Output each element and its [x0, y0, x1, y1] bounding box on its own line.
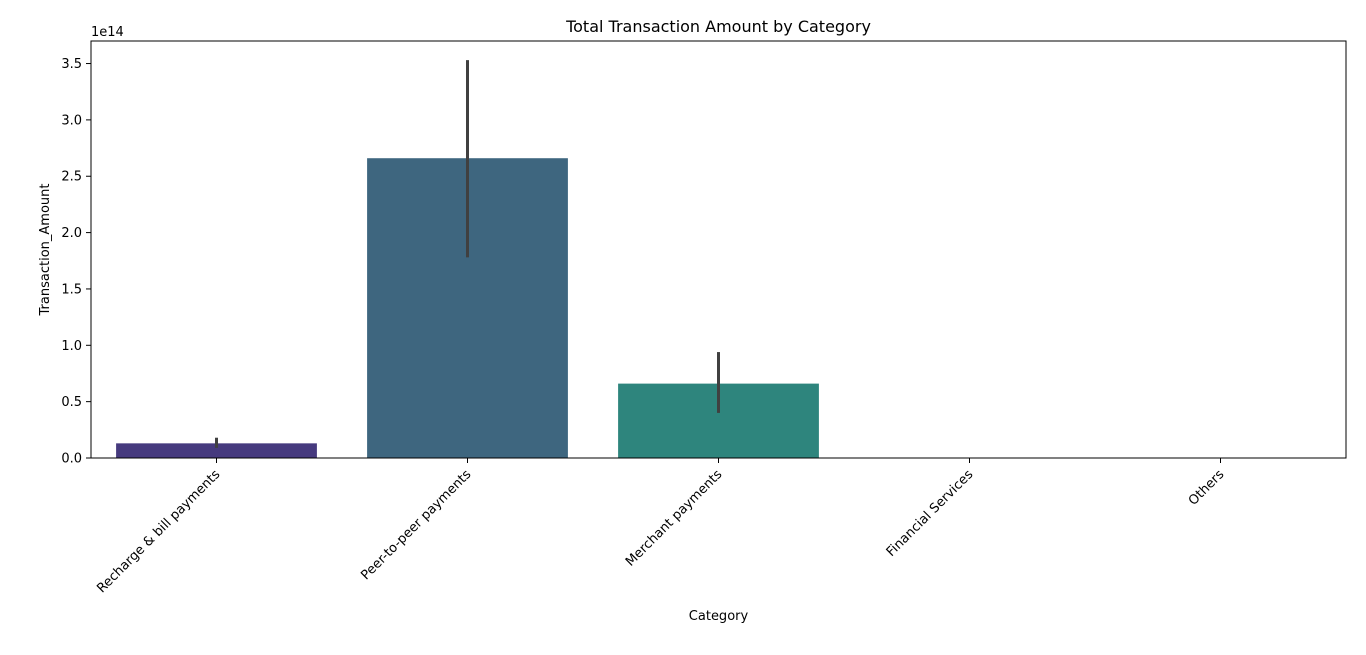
error-bars-group — [215, 60, 720, 448]
y-axis-offset-label: 1e14 — [91, 25, 124, 40]
y-tick-label-7: 3.5 — [61, 57, 82, 72]
x-axis-label: Category — [689, 609, 749, 624]
y-axis: 0.0 0.5 1.0 1.5 2.0 2.5 3.0 3.5 — [61, 57, 91, 467]
y-tick-label-4: 2.0 — [61, 226, 82, 241]
y-tick-label-6: 3.0 — [61, 113, 82, 128]
chart-title: Total Transaction Amount by Category — [565, 17, 871, 36]
x-tick-label-4: Others — [1186, 467, 1228, 509]
x-tick-label-3: Financial Services — [884, 467, 977, 560]
x-tick-label-0: Recharge & bill payments — [94, 467, 223, 596]
y-tick-label-2: 1.0 — [61, 339, 82, 354]
y-tick-label-0: 0.0 — [61, 452, 82, 467]
x-tick-label-2: Merchant payments — [623, 467, 726, 570]
y-tick-label-3: 1.5 — [61, 282, 82, 297]
plot-frame — [90, 40, 1347, 459]
bar-0 — [116, 443, 317, 458]
y-axis-label: Transaction_Amount — [38, 184, 53, 317]
y-tick-label-5: 2.5 — [61, 170, 82, 185]
bars-group — [116, 158, 819, 458]
x-tick-label-1: Peer-to-peer payments — [358, 467, 474, 583]
y-tick-label-1: 0.5 — [61, 395, 82, 410]
x-axis: Recharge & bill payments Peer-to-peer pay… — [94, 458, 1227, 596]
